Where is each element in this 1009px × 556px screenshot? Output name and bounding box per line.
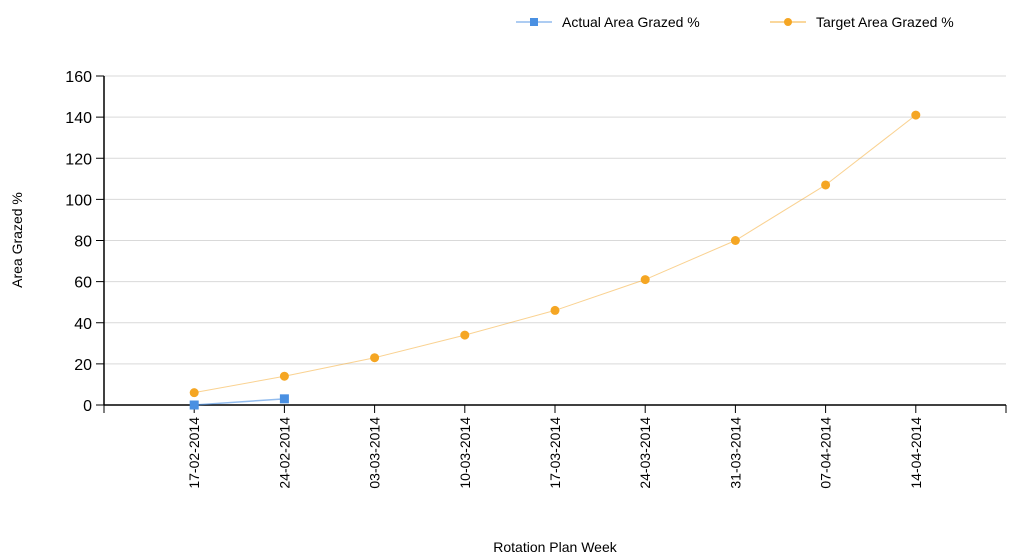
data-point-square[interactable]: [279, 394, 289, 404]
legend-circle-icon: [784, 18, 792, 26]
y-axis-ticks: 0 20 40 60 80 100 120 140 160: [65, 69, 104, 415]
y-tick-label: 100: [65, 192, 92, 209]
y-tick-label: 40: [74, 316, 92, 333]
series-target: [189, 110, 921, 398]
legend-square-icon: [530, 18, 538, 26]
x-tick-label: 17-03-2014: [547, 417, 563, 489]
data-point-square[interactable]: [189, 400, 199, 410]
legend-label: Target Area Grazed %: [816, 14, 954, 30]
data-point-circle[interactable]: [911, 110, 921, 120]
y-tick-label: 0: [83, 398, 92, 415]
y-tick-label: 140: [65, 110, 92, 127]
data-point-circle[interactable]: [730, 236, 740, 245]
x-axis-title: Rotation Plan Week: [493, 539, 617, 555]
data-point-circle[interactable]: [550, 305, 560, 315]
series-line: [194, 398, 285, 406]
y-tick-label: 20: [74, 357, 92, 374]
x-tick-label: 24-03-2014: [637, 417, 653, 489]
data-point-circle[interactable]: [821, 180, 831, 190]
series-line: [194, 114, 917, 394]
legend-label: Actual Area Grazed %: [562, 14, 700, 30]
x-tick-label: 24-02-2014: [276, 417, 292, 489]
data-point-circle[interactable]: [279, 371, 289, 381]
x-tick-label: 31-03-2014: [727, 417, 743, 489]
x-tick-label: 17-02-2014: [186, 417, 202, 489]
y-tick-label: 60: [74, 275, 92, 292]
legend-item[interactable]: Actual Area Grazed %: [516, 14, 700, 30]
x-tick-label: 07-04-2014: [818, 417, 834, 489]
data-point-circle[interactable]: [640, 275, 650, 285]
y-tick-label: 80: [74, 234, 92, 251]
x-tick-label: 03-03-2014: [367, 417, 383, 489]
data-point-circle[interactable]: [189, 388, 199, 398]
grid-lines: [104, 75, 1006, 365]
y-tick-label: 120: [65, 151, 92, 168]
legend[interactable]: Actual Area Grazed % Target Area Grazed %: [516, 14, 954, 30]
series-actual: [189, 394, 289, 410]
y-axis-title: Area Grazed %: [9, 192, 25, 288]
x-axis-ticks: 17-02-2014 24-02-2014 03-03-2014 10-03-2014…: [103, 405, 1007, 489]
data-point-circle[interactable]: [370, 353, 380, 363]
series: [189, 110, 921, 410]
y-tick-label: 160: [65, 69, 92, 86]
x-tick-label: 10-03-2014: [457, 417, 473, 489]
x-tick-label: 14-04-2014: [908, 417, 924, 489]
data-point-circle[interactable]: [460, 330, 470, 340]
legend-item[interactable]: Target Area Grazed %: [770, 14, 954, 30]
